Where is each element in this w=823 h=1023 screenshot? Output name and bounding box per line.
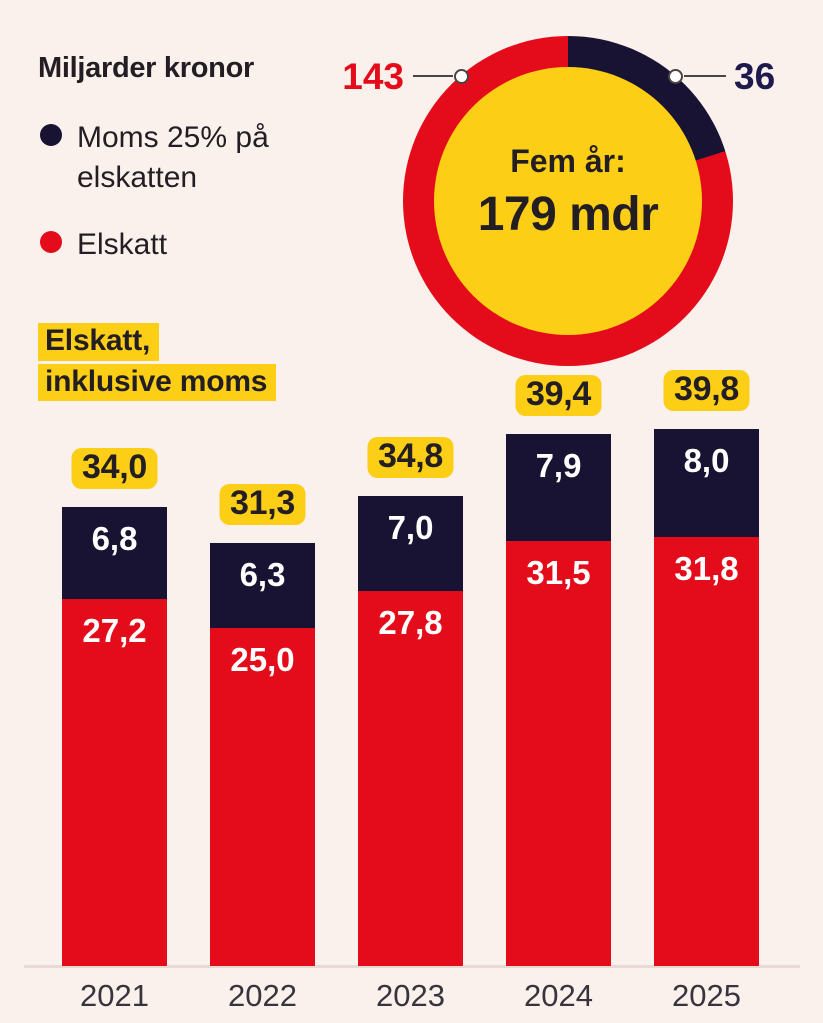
bar-segment-moms-2023: 7,0 <box>358 496 463 591</box>
donut-callout-marker-right <box>668 69 683 84</box>
bar-value-elskatt-2022: 25,0 <box>230 641 295 679</box>
bar-segment-elskatt-2021: 27,2 <box>62 598 167 966</box>
bar-segment-moms-2022: 6,3 <box>210 543 315 629</box>
chart-title: Miljarder kronor <box>38 52 254 84</box>
bar-2024: 7,9 31,5 <box>506 434 611 966</box>
bar-2025: 8,0 31,8 <box>654 428 759 966</box>
legend-swatch-moms-icon <box>40 124 62 146</box>
x-axis-line <box>24 965 800 968</box>
legend: Moms 25% på elskatten Elskatt <box>40 118 277 292</box>
bar-value-moms-2021: 6,8 <box>91 520 138 557</box>
bar-segment-elskatt-2024: 31,5 <box>506 540 611 966</box>
bar-value-moms-2023: 7,0 <box>387 509 434 547</box>
donut-callout-value-elskatt: 143 <box>342 56 404 97</box>
bar-2021: 6,8 27,2 <box>62 507 167 966</box>
donut-callout-line-right <box>684 75 726 77</box>
bar-segment-moms-2025: 8,0 <box>654 428 759 537</box>
bar-segment-elskatt-2025: 31,8 <box>654 536 759 966</box>
donut-center-value: 179 mdr <box>477 187 659 241</box>
x-axis-label-2024: 2024 <box>524 978 593 1013</box>
donut-callout-value-moms: 36 <box>734 56 776 97</box>
legend-item-moms: Moms 25% på elskatten <box>40 118 277 198</box>
legend-item-elskatt: Elskatt <box>40 225 277 265</box>
bar-value-moms-2022: 6,3 <box>239 556 286 594</box>
legend-label-moms: Moms 25% på elskatten <box>77 121 269 194</box>
bar-total-badge-2024: 39,4 <box>515 375 602 417</box>
x-axis-label-2022: 2022 <box>228 978 297 1013</box>
x-axis-label-2021: 2021 <box>80 978 149 1013</box>
bar-value-moms-2024: 7,9 <box>535 447 582 485</box>
donut-center: Fem år: 179 mdr <box>434 67 702 335</box>
donut-callout-marker-left <box>454 69 469 84</box>
bar-2022: 6,3 25,0 <box>210 543 315 966</box>
bar-value-elskatt-2023: 27,8 <box>378 603 443 641</box>
bar-chart-heading-line1: Elskatt, <box>38 323 160 361</box>
legend-label-elskatt: Elskatt <box>77 227 168 261</box>
bar-segment-moms-2024: 7,9 <box>506 434 611 541</box>
donut-center-text: Fem år: 179 mdr <box>478 143 659 242</box>
donut-chart: Fem år: 179 mdr <box>403 36 733 366</box>
bar-value-elskatt-2021: 27,2 <box>82 611 147 649</box>
bar-value-moms-2025: 8,0 <box>683 441 730 479</box>
bar-total-badge-2025: 39,8 <box>663 369 750 411</box>
bar-chart-heading: Elskatt, inklusive moms <box>38 323 277 404</box>
bar-total-badge-2021: 34,0 <box>71 448 158 489</box>
bar-2023: 7,0 27,8 <box>358 496 463 966</box>
bar-chart-heading-line2: inklusive moms <box>38 363 277 401</box>
bar-total-badge-2023: 34,8 <box>367 437 454 479</box>
bar-total-badge-2022: 31,3 <box>219 484 306 526</box>
bar-value-elskatt-2024: 31,5 <box>526 553 591 591</box>
bar-segment-elskatt-2023: 27,8 <box>358 590 463 966</box>
bar-segment-elskatt-2022: 25,0 <box>210 628 315 966</box>
donut-callout-line-left <box>413 75 453 77</box>
donut-center-label: Fem år: <box>510 142 626 179</box>
x-axis-label-2023: 2023 <box>376 978 445 1013</box>
x-axis-label-2025: 2025 <box>672 978 741 1013</box>
bar-value-elskatt-2025: 31,8 <box>674 549 739 587</box>
bar-segment-moms-2021: 6,8 <box>62 507 167 599</box>
legend-swatch-elskatt-icon <box>40 230 62 253</box>
